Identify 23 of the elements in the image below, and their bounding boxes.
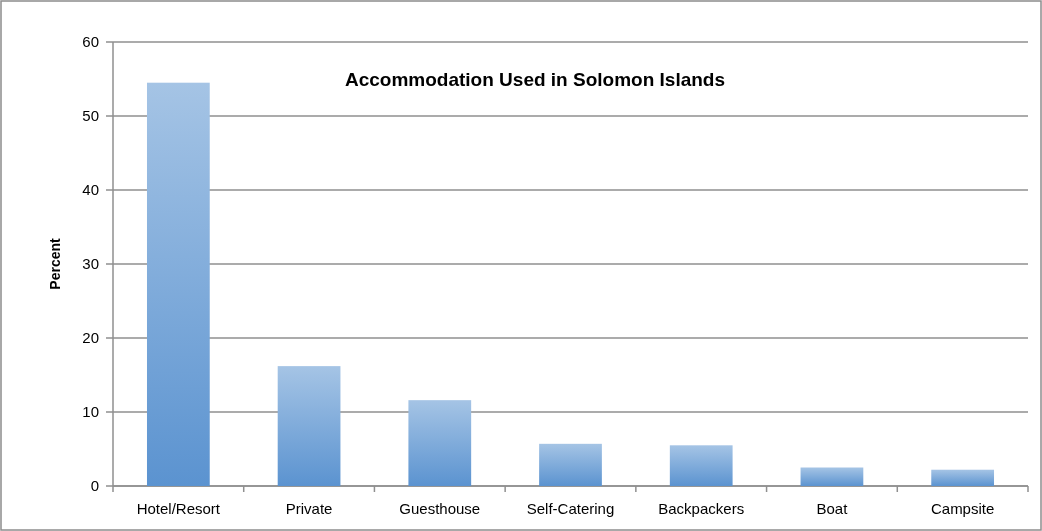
x-tick-label: Backpackers [658, 500, 745, 517]
y-tick-label: 40 [82, 181, 99, 199]
bar [931, 469, 995, 486]
y-tick-label: 0 [90, 477, 99, 495]
x-tick-label: Guesthouse [399, 500, 481, 517]
x-tick-label: Private [285, 500, 333, 517]
x-tick-label: Boat [816, 500, 849, 517]
y-tick-label: 50 [82, 107, 99, 125]
bar [669, 445, 733, 486]
bar [539, 443, 602, 486]
text: Accommodation Used in Solomon Islands [344, 69, 726, 90]
bar [146, 82, 210, 486]
bar [277, 366, 341, 486]
bar [800, 467, 864, 486]
x-tick-label: Self-Catering [526, 500, 615, 517]
y-tick-label: 20 [82, 329, 99, 347]
x-tick-label: Hotel/Resort [136, 500, 221, 517]
bar [408, 400, 472, 486]
x-tick-label: Campsite [930, 500, 995, 517]
y-tick-label: 10 [82, 403, 99, 421]
y-axis-title: Percent [47, 237, 63, 290]
y-tick-label: 60 [82, 33, 99, 51]
y-tick-label: 30 [82, 255, 99, 273]
